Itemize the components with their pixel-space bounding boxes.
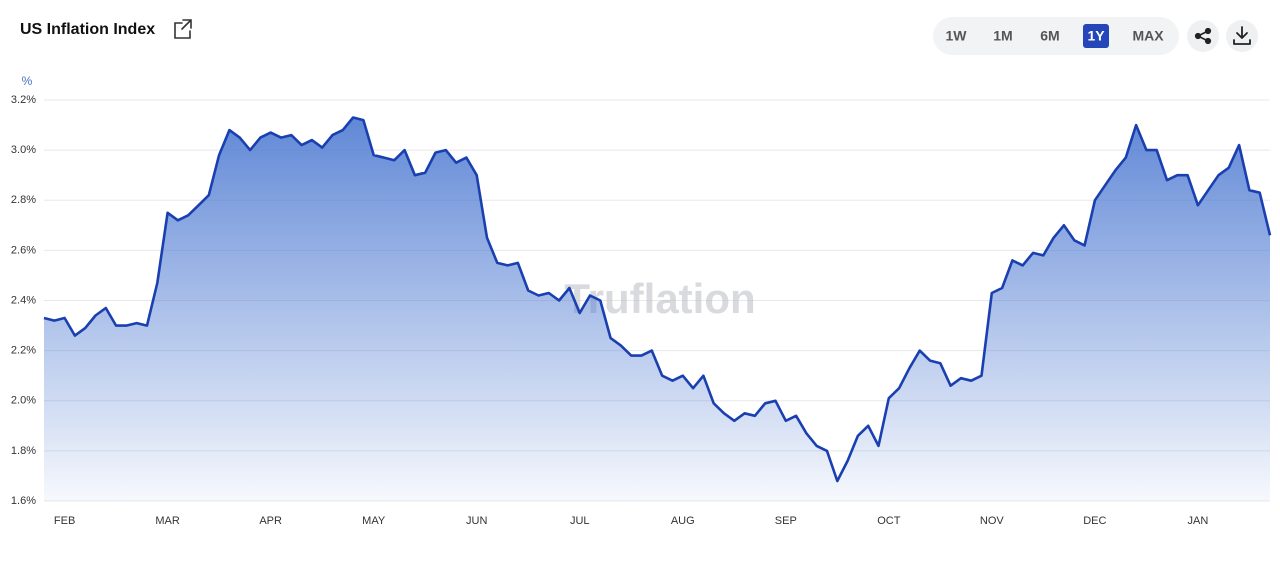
icon-box [174, 22, 191, 39]
y-tick-label: 3.2% [11, 94, 36, 106]
chart-title: US Inflation Index [20, 21, 155, 38]
range-button-label: 6M [1040, 28, 1059, 44]
y-tick-label: 2.2% [11, 345, 36, 357]
share-icon [1194, 27, 1212, 45]
x-tick-label: MAY [362, 515, 386, 527]
range-button-label: 1Y [1087, 28, 1105, 44]
download-icon [1233, 26, 1251, 45]
share-node [1204, 37, 1212, 45]
external-link-icon[interactable] [174, 19, 192, 39]
x-tick-label: JAN [1187, 515, 1208, 527]
share-bg [1187, 20, 1219, 52]
x-tick-label: MAR [155, 515, 180, 527]
plot [43, 116, 1272, 501]
x-tick-label: AUG [671, 515, 695, 527]
range-button[interactable]: 1M [993, 28, 1012, 44]
range-button[interactable]: 1W [946, 28, 968, 44]
range-button[interactable]: 1Y [1083, 24, 1109, 48]
y-tick-label: 2.0% [11, 395, 36, 407]
range-selector [933, 17, 1179, 55]
icon-arrow [181, 19, 192, 30]
y-tick-label: 1.6% [11, 495, 36, 507]
x-tick-label: NOV [980, 515, 1005, 527]
y-unit-label: % [22, 74, 33, 88]
x-tick-label: APR [259, 515, 282, 527]
y-tick-label: 2.6% [11, 244, 36, 256]
range-button-label: 1M [993, 28, 1012, 44]
share-node [1204, 27, 1212, 35]
range-button-label: 1W [946, 28, 968, 44]
x-tick-label: OCT [877, 515, 901, 527]
x-tick-label: DEC [1083, 515, 1106, 527]
x-axis: FEB MAR APR MAY JUN JUL AUG SEP OCT NOV DEC JAN [54, 515, 1208, 527]
range-button[interactable]: 6M [1040, 28, 1059, 44]
range-button[interactable]: MAX [1132, 28, 1164, 44]
y-tick-label: 2.8% [11, 194, 36, 206]
share-button[interactable] [1187, 20, 1219, 52]
line [43, 116, 1272, 483]
share-node [1194, 32, 1202, 40]
area-fill [44, 117, 1270, 501]
download-button[interactable] [1226, 20, 1258, 52]
y-tick-label: 2.4% [11, 294, 36, 306]
x-tick-label: SEP [775, 515, 797, 527]
x-tick-label: FEB [54, 515, 75, 527]
range-button-label: MAX [1132, 28, 1164, 44]
active-indicator [1083, 24, 1109, 48]
x-tick-label: JUL [570, 515, 590, 527]
y-tick-label: 3.0% [11, 144, 36, 156]
x-tick-label: JUN [466, 515, 487, 527]
y-tick-label: 1.8% [11, 445, 36, 457]
range-buttons: 1W 1M 6M 1Y MAX [946, 24, 1164, 48]
